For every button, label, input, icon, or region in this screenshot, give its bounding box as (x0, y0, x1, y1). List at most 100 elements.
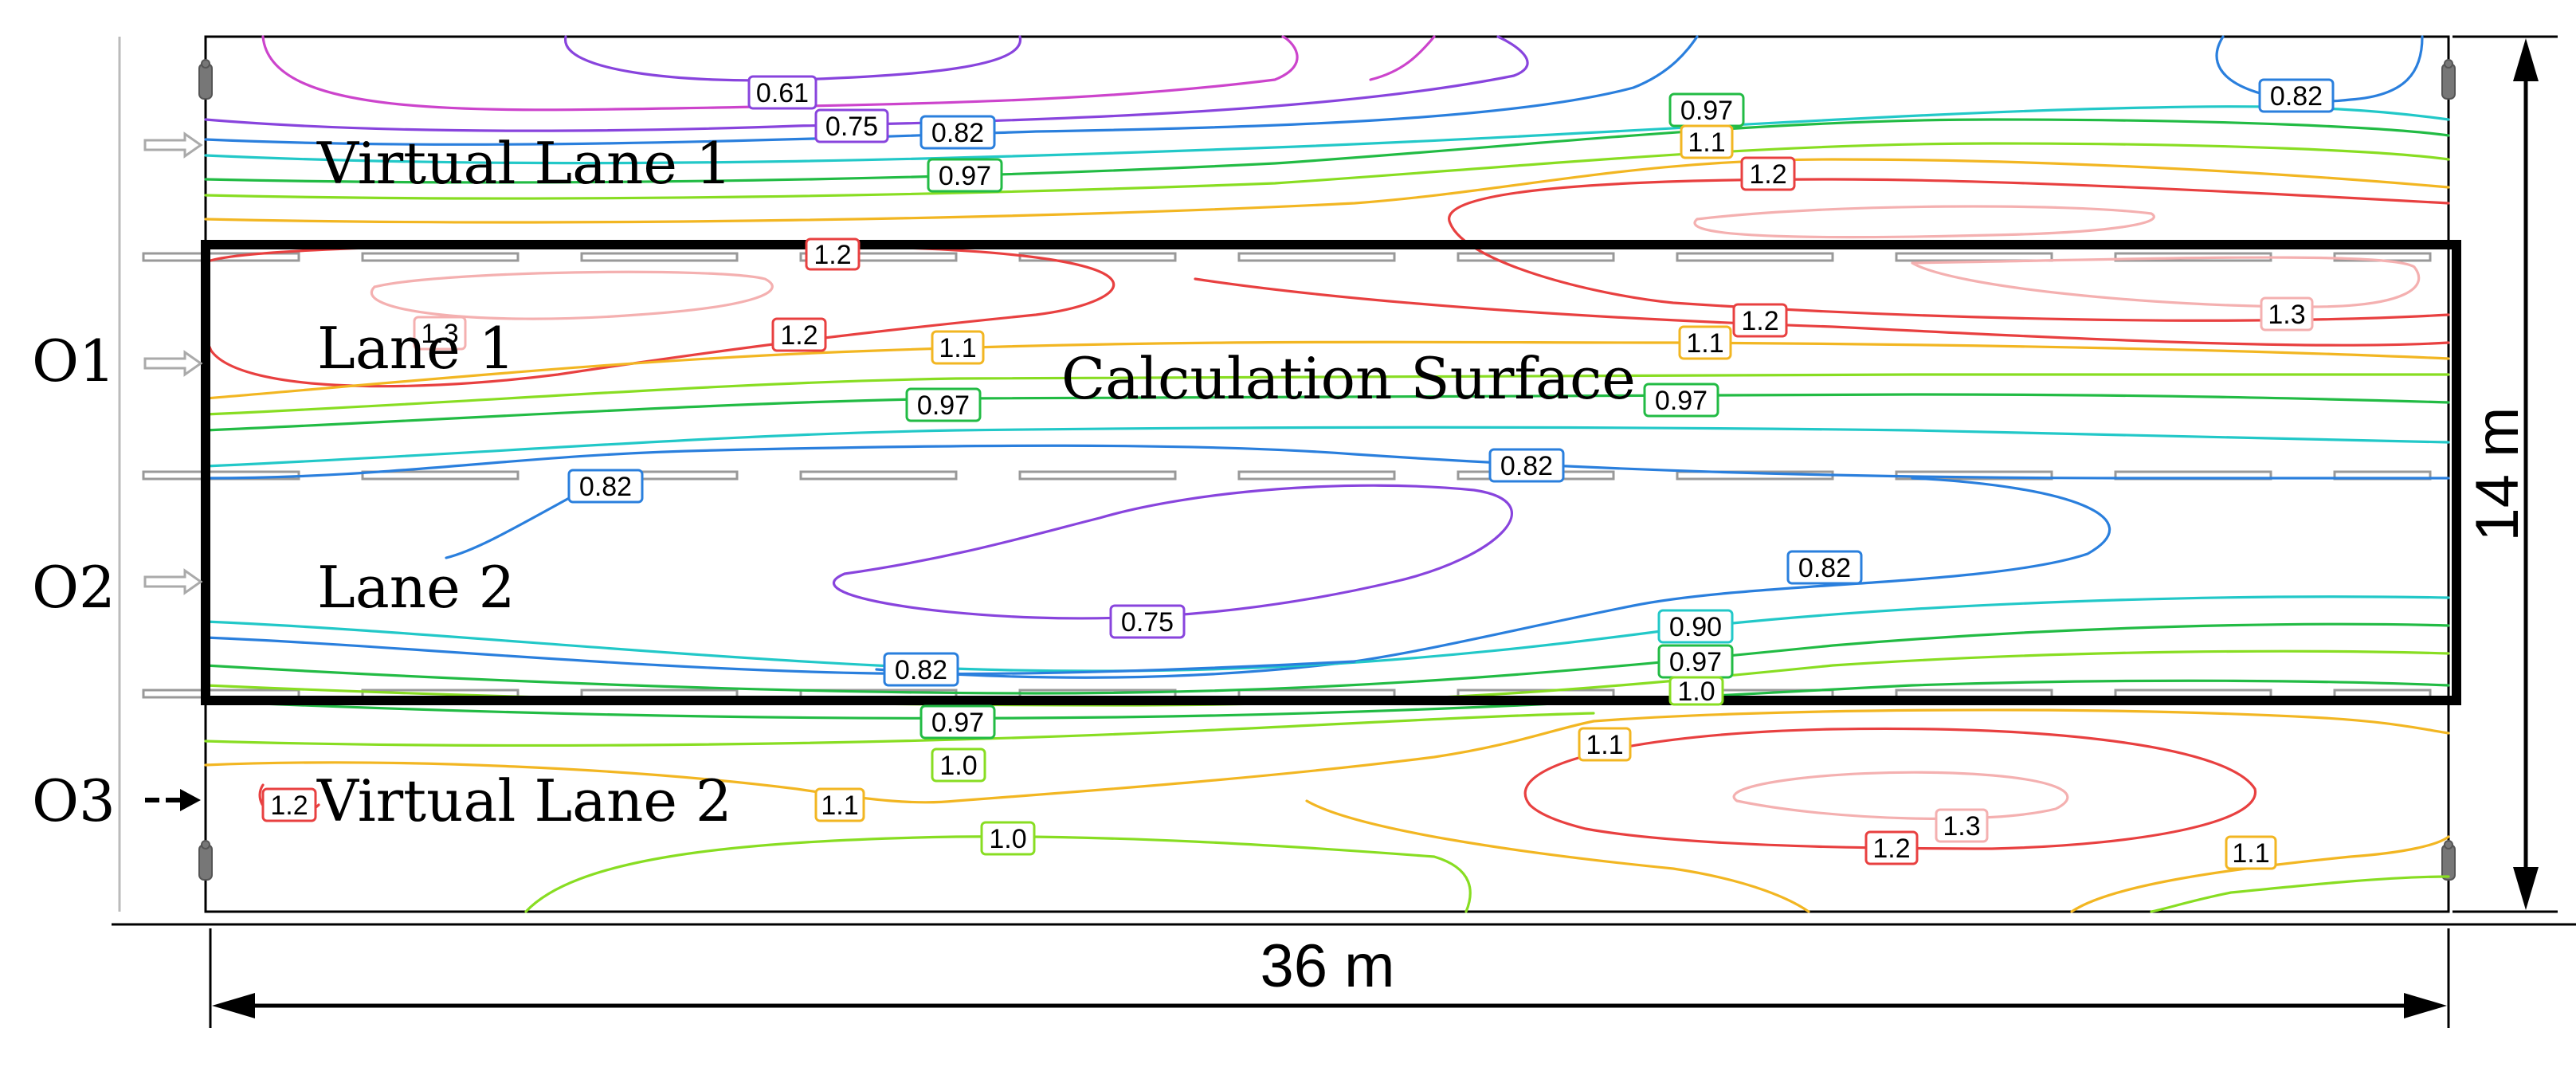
contour-097-vlane2 (204, 679, 2450, 720)
contour-130-lane1-right (1911, 256, 2421, 308)
svg-text:0.82: 0.82 (579, 472, 632, 502)
contour-100-vlane2-bottom (524, 835, 1472, 913)
contour-090-top (204, 105, 2450, 165)
svg-text:1.2: 1.2 (1749, 159, 1786, 190)
svg-text:0.82: 0.82 (1798, 553, 1851, 583)
contour-100-top (204, 142, 2450, 200)
contour-label: 0.82 (919, 115, 996, 150)
calculation-surface-label: Calculation Surface (1061, 345, 1636, 412)
contour-label: 0.97 (927, 158, 1003, 193)
svg-text:0.97: 0.97 (917, 390, 970, 421)
svg-text:0.97: 0.97 (931, 708, 984, 738)
contour-097-top (204, 118, 2450, 184)
svg-text:1.1: 1.1 (1686, 328, 1723, 359)
arrow-virtual-lane-1-icon (143, 131, 203, 159)
svg-text:0.82: 0.82 (931, 118, 984, 148)
virtual-lane-2-label: Virtual Lane 2 (316, 767, 732, 834)
observer-o2-label: O2 (32, 554, 116, 621)
svg-text:1.0: 1.0 (989, 824, 1026, 854)
contour-label: 1.0 (931, 747, 986, 783)
contour-082-lane1 (204, 444, 2450, 480)
svg-text:1.2: 1.2 (780, 320, 817, 351)
contour-061-top-right (1369, 35, 1436, 81)
contour-082-lane2-upper (445, 486, 590, 559)
contour-label: 0.82 (1488, 448, 1565, 483)
svg-text:1.1: 1.1 (1688, 128, 1725, 158)
contour-061-top (261, 35, 1299, 112)
svg-text:1.1: 1.1 (1586, 730, 1623, 760)
virtual-lane-1-label: Virtual Lane 1 (316, 130, 732, 197)
contour-label: 0.97 (1657, 644, 1734, 679)
contour-label: 1.3 (1935, 808, 1989, 843)
svg-text:0.97: 0.97 (1655, 386, 1708, 416)
svg-text:1.2: 1.2 (1872, 834, 1910, 864)
contour-120-vlane2 (1523, 727, 2256, 850)
contour-label: 0.90 (1657, 609, 1734, 644)
svg-text:1.3: 1.3 (421, 319, 458, 349)
svg-text:0.82: 0.82 (2270, 81, 2323, 112)
contour-075-top (204, 35, 1529, 132)
contour-label: 0.75 (1109, 604, 1186, 639)
contour-label: 1.1 (1680, 124, 1734, 159)
contour-label: 1.1 (2225, 835, 2277, 870)
svg-text:0.61: 0.61 (756, 78, 809, 108)
luminaire-bottom-left-icon (198, 840, 213, 881)
svg-text:1.0: 1.0 (939, 751, 977, 781)
svg-text:0.82: 0.82 (895, 655, 947, 685)
svg-text:1.0: 1.0 (1677, 677, 1715, 707)
svg-text:1.3: 1.3 (2268, 300, 2305, 330)
contour-090-lane2 (204, 595, 2450, 673)
contour-082-top-right (2215, 35, 2424, 103)
contour-082-lane2-lower (204, 636, 1356, 676)
contour-label: 0.82 (2258, 78, 2335, 113)
contour-label: 1.1 (1578, 727, 1632, 762)
luminaire-top-left-icon (198, 59, 213, 100)
height-dimension: 14 m (2452, 35, 2558, 913)
contour-110-vlane2-right (1592, 708, 2450, 735)
svg-text:0.97: 0.97 (939, 161, 991, 191)
svg-text:1.2: 1.2 (270, 791, 308, 821)
svg-text:1.2: 1.2 (814, 240, 851, 270)
width-dimension: 36 m (112, 923, 2576, 1028)
arrowhead-up-icon (2513, 38, 2539, 81)
contour-110-top (204, 158, 2450, 224)
contour-090-lane1 (204, 426, 2450, 468)
contour-label: 1.2 (1732, 303, 1788, 338)
height-dimension-label: 14 m (2464, 407, 2531, 542)
svg-text:1.1: 1.1 (2232, 838, 2269, 869)
contour-label: 1.2 (805, 237, 861, 271)
observer-o1-label: O1 (32, 328, 116, 394)
contour-110-vlane2-bottom (1305, 799, 1810, 913)
arrowhead-down-icon (2513, 867, 2539, 910)
contour-label: 1.1 (931, 330, 985, 365)
observer-o3-label: O3 (32, 767, 116, 834)
contour-label: 0.97 (919, 704, 996, 740)
svg-text:0.97: 0.97 (1680, 96, 1733, 126)
calculation-surface-frame (201, 240, 2461, 705)
contour-label: 0.82 (883, 652, 959, 687)
arrowhead-right-icon (2404, 993, 2447, 1018)
contour-labels: 0.61 0.75 0.82 0.97 0.82 0.97 1.1 1.2 1.… (261, 75, 2335, 870)
luminaire-bottom-right-icon (2441, 840, 2456, 881)
contour-label: 1.1 (814, 787, 865, 822)
contour-label: 1.3 (2260, 296, 2314, 332)
svg-text:1.1: 1.1 (821, 791, 858, 821)
svg-text:1.3: 1.3 (1943, 811, 1980, 842)
contour-120-lane1-right (1194, 277, 2450, 347)
svg-text:1.2: 1.2 (1741, 306, 1778, 336)
contour-label: 1.0 (1668, 676, 1724, 707)
contour-label: 0.82 (1786, 550, 1863, 585)
contour-label: 0.61 (747, 75, 817, 110)
contour-130-vlane2 (1732, 771, 2069, 820)
contour-110-vlane2-left (204, 720, 1595, 804)
contour-110-lane1 (204, 340, 2450, 400)
arrow-o1-icon (143, 350, 203, 377)
svg-text:0.75: 0.75 (825, 112, 878, 142)
lane-2-label: Lane 2 (317, 554, 515, 621)
contour-130-lane1-left (370, 270, 774, 320)
contour-082-top (204, 35, 1699, 146)
width-dimension-label: 36 m (1261, 932, 1395, 1000)
contour-075-lane2 (832, 484, 1513, 620)
contour-label: 1.2 (261, 787, 317, 822)
